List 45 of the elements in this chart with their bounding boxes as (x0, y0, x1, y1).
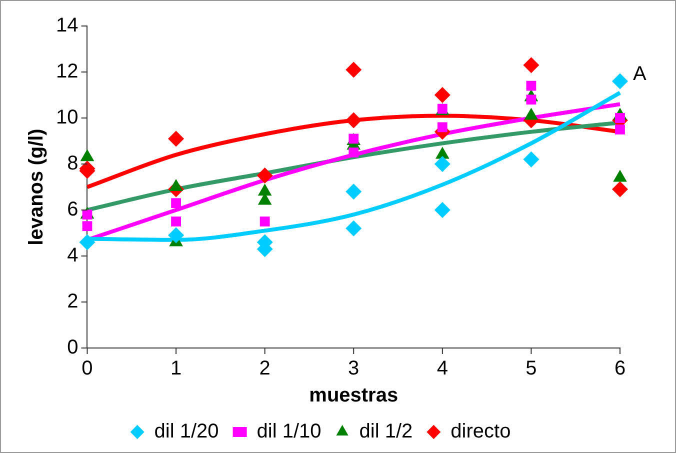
point (348, 148, 359, 158)
legend-label: directo (450, 420, 511, 443)
y-axis-title: levanos (g/l) (26, 128, 48, 246)
x-tick-label: 6 (614, 358, 626, 380)
y-tick-label: 14 (56, 14, 78, 37)
point (612, 73, 628, 90)
point (168, 130, 184, 147)
x-tick-label: 2 (259, 358, 270, 380)
point (346, 112, 362, 128)
legend-label: dil 1/2 (359, 420, 413, 443)
point (434, 202, 450, 218)
point (612, 181, 628, 198)
y-tick-label: 2 (67, 290, 78, 313)
text: A (633, 63, 646, 86)
point (346, 184, 362, 200)
legend-label: dil 1/20 (154, 420, 219, 443)
point (346, 220, 362, 236)
y-tick-label: 10 (56, 106, 78, 129)
x-axis-title: muestras (309, 384, 398, 407)
point (615, 124, 625, 134)
point (346, 62, 362, 78)
point (260, 216, 270, 226)
x-tick-label: 0 (82, 358, 93, 380)
point (523, 57, 540, 74)
y-tick-label: 4 (67, 244, 78, 267)
y-tick-label: 0 (67, 336, 78, 359)
point (434, 156, 450, 172)
y-tick-label: 6 (67, 198, 78, 221)
y-tick-label: 12 (56, 60, 78, 83)
x-tick-label: 4 (436, 358, 448, 380)
point (82, 221, 92, 232)
point (434, 87, 450, 103)
x-tick-label: 3 (348, 358, 360, 380)
x-tick-label: 1 (170, 358, 182, 380)
legend-label: dil 1/10 (256, 420, 322, 443)
x-tick-label: 5 (526, 358, 537, 380)
point (79, 234, 96, 250)
point (256, 168, 273, 184)
point (526, 80, 536, 91)
point (171, 198, 181, 208)
point (168, 227, 184, 244)
point (523, 151, 540, 168)
y-tick-label: 8 (67, 152, 78, 175)
point (171, 216, 181, 226)
point (437, 122, 448, 132)
